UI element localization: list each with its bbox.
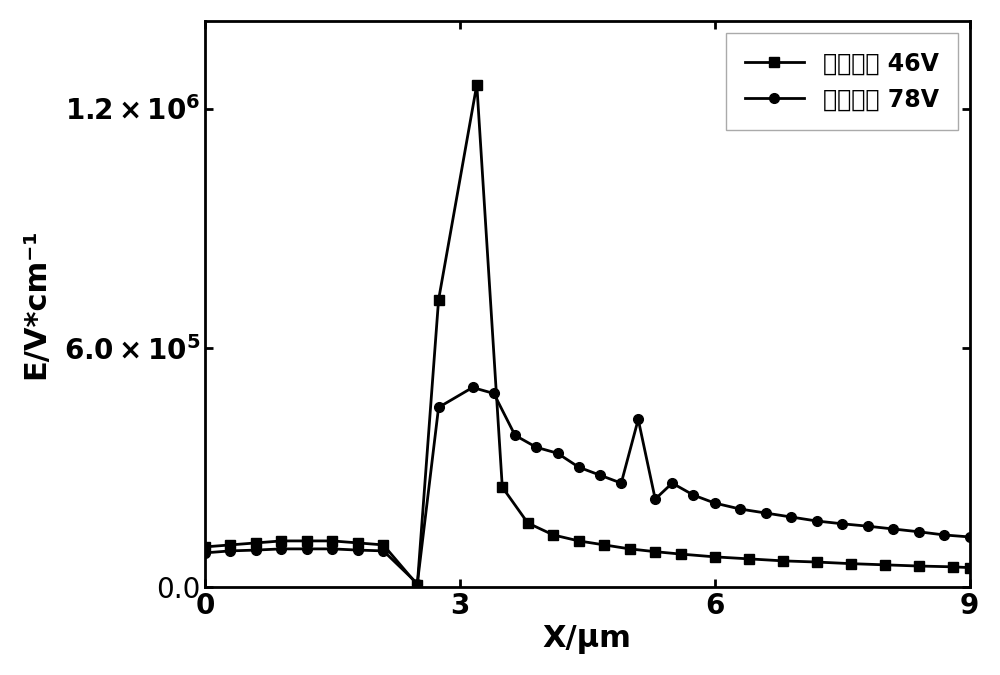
传统结构 46V — [709, 553, 721, 561]
新型结构 78V — [938, 531, 950, 539]
新型结构 78V — [573, 463, 585, 471]
传统结构 46V — [433, 296, 445, 304]
新型结构 78V — [352, 546, 364, 554]
新型结构 78V — [488, 389, 500, 398]
新型结构 78V — [509, 431, 521, 439]
传统结构 46V — [522, 519, 534, 527]
传统结构 46V — [649, 547, 661, 556]
传统结构 46V — [598, 541, 610, 549]
传统结构 46V — [743, 555, 755, 563]
新型结构 78V — [649, 495, 661, 503]
新型结构 78V — [760, 509, 772, 517]
传统结构 46V — [879, 561, 891, 569]
传统结构 46V — [250, 539, 262, 547]
新型结构 78V — [411, 580, 423, 588]
新型结构 78V — [433, 404, 445, 412]
新型结构 78V — [862, 522, 874, 531]
新型结构 78V — [467, 383, 479, 392]
新型结构 78V — [250, 546, 262, 554]
传统结构 46V — [471, 80, 483, 88]
新型结构 78V — [734, 505, 746, 513]
新型结构 78V — [377, 547, 389, 555]
新型结构 78V — [275, 545, 287, 553]
Line: 新型结构 78V: 新型结构 78V — [200, 383, 974, 589]
新型结构 78V — [913, 528, 925, 536]
新型结构 78V — [964, 533, 976, 541]
传统结构 46V — [199, 543, 211, 551]
新型结构 78V — [326, 545, 338, 553]
Line: 传统结构 46V: 传统结构 46V — [200, 80, 974, 590]
Legend: 传统结构 46V, 新型结构 78V: 传统结构 46V, 新型结构 78V — [726, 32, 958, 130]
传统结构 46V — [377, 541, 389, 549]
传统结构 46V — [326, 537, 338, 545]
新型结构 78V — [615, 479, 627, 487]
新型结构 78V — [666, 479, 678, 487]
Y-axis label: E/V*cm⁻¹: E/V*cm⁻¹ — [21, 228, 50, 379]
传统结构 46V — [275, 537, 287, 545]
传统结构 46V — [301, 537, 313, 545]
新型结构 78V — [530, 443, 542, 452]
传统结构 46V — [352, 539, 364, 547]
传统结构 46V — [964, 564, 976, 572]
新型结构 78V — [709, 499, 721, 507]
传统结构 46V — [411, 580, 423, 589]
X-axis label: X/μm: X/μm — [543, 625, 632, 654]
新型结构 78V — [785, 513, 797, 521]
传统结构 46V — [624, 545, 636, 553]
新型结构 78V — [594, 471, 606, 479]
传统结构 46V — [947, 563, 959, 571]
新型结构 78V — [224, 547, 236, 555]
传统结构 46V — [845, 560, 857, 568]
新型结构 78V — [887, 525, 899, 533]
传统结构 46V — [496, 483, 508, 491]
新型结构 78V — [811, 517, 823, 525]
新型结构 78V — [632, 415, 644, 423]
传统结构 46V — [573, 537, 585, 545]
传统结构 46V — [224, 541, 236, 549]
传统结构 46V — [547, 531, 559, 539]
新型结构 78V — [552, 449, 564, 457]
传统结构 46V — [777, 557, 789, 565]
新型结构 78V — [836, 520, 848, 528]
新型结构 78V — [199, 549, 211, 557]
传统结构 46V — [811, 558, 823, 566]
传统结构 46V — [913, 562, 925, 570]
新型结构 78V — [301, 545, 313, 553]
传统结构 46V — [675, 550, 687, 558]
新型结构 78V — [687, 491, 699, 499]
